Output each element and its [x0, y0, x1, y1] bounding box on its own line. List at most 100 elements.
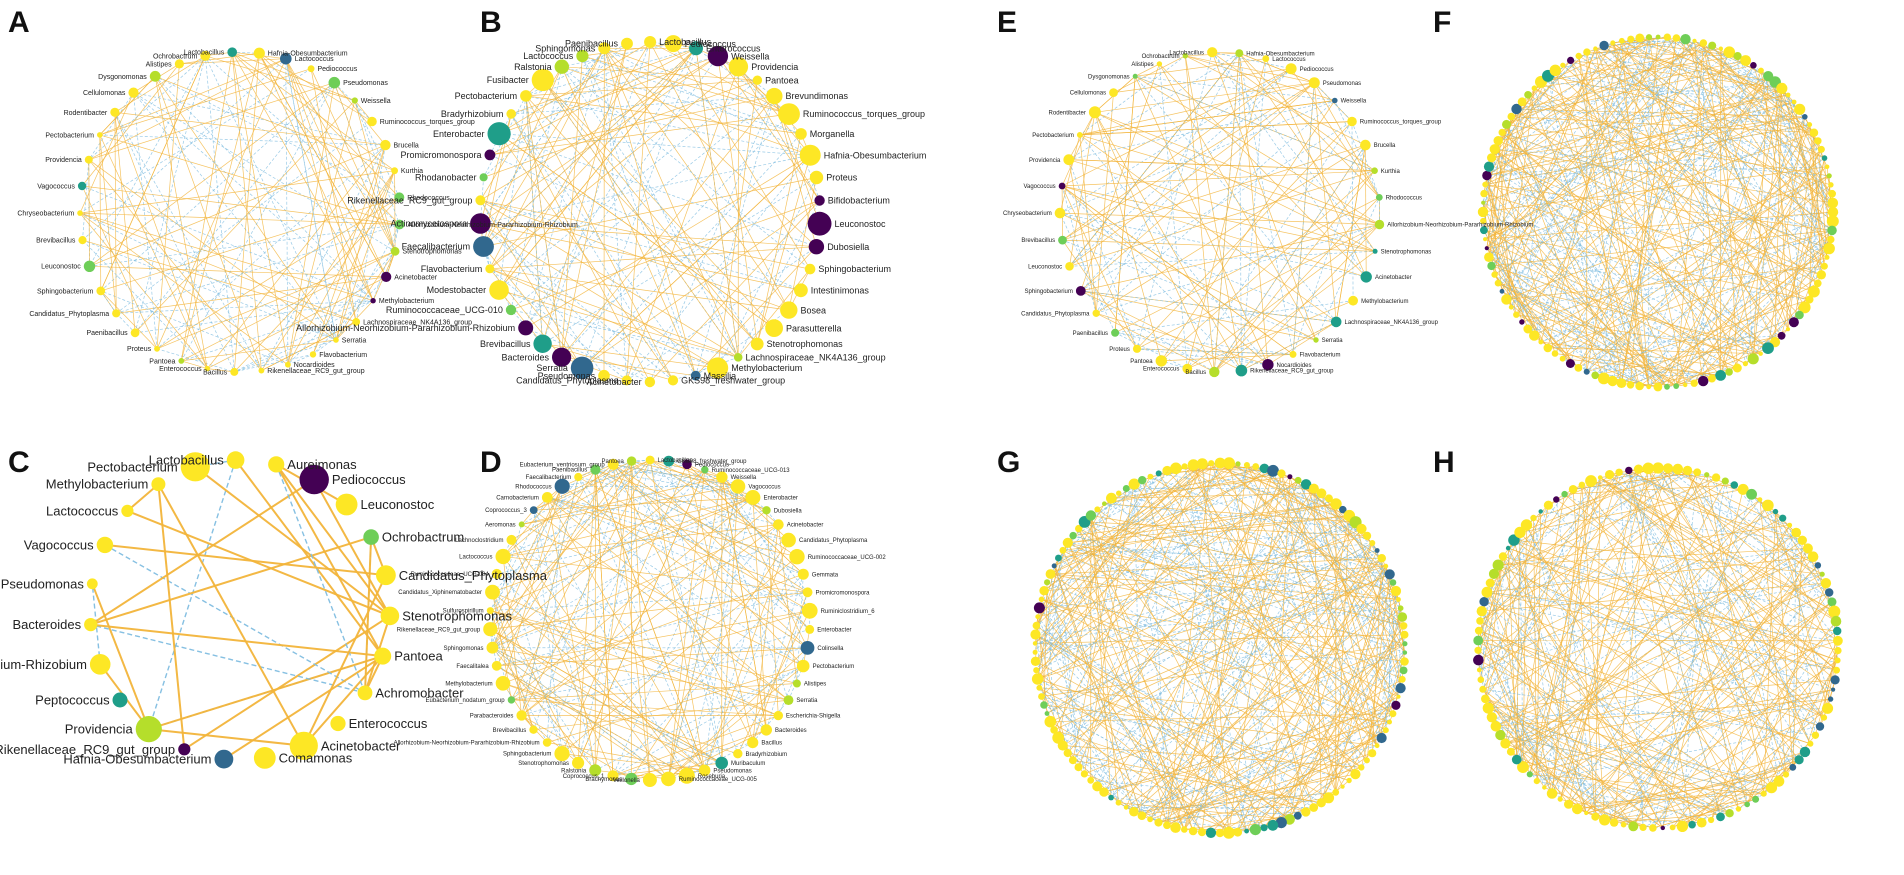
- positive-edge: [1498, 94, 1789, 142]
- network-node: [1815, 722, 1825, 731]
- network-node: [1833, 626, 1842, 636]
- negative-edge: [695, 309, 790, 376]
- network-node: [1399, 666, 1408, 675]
- network-node: [77, 181, 87, 191]
- network-node: [1827, 696, 1834, 702]
- positive-edge: [1158, 752, 1373, 823]
- positive-edge: [1062, 745, 1119, 803]
- positive-edge: [1559, 468, 1649, 800]
- negative-edge: [104, 544, 366, 694]
- negative-edge: [1237, 463, 1362, 768]
- network-node: [154, 345, 160, 352]
- node-label: Kurthia: [401, 168, 423, 175]
- positive-edge: [717, 56, 758, 345]
- network-node: [1584, 810, 1589, 816]
- positive-edge: [312, 144, 386, 355]
- positive-edge: [546, 665, 804, 743]
- network-node: [1692, 38, 1697, 44]
- network-node: [1032, 641, 1038, 646]
- positive-edge: [1161, 170, 1375, 362]
- negative-edge: [1104, 503, 1362, 530]
- positive-edge: [1604, 798, 1756, 821]
- positive-edge: [668, 477, 723, 779]
- node-label: Acinetobacter: [587, 377, 642, 387]
- network-node: [1795, 310, 1804, 320]
- positive-edge: [90, 536, 372, 626]
- positive-edge: [1485, 184, 1822, 276]
- positive-edge: [1103, 488, 1315, 793]
- network-node: [299, 464, 329, 495]
- network-node: [1802, 114, 1808, 120]
- positive-edge: [1053, 565, 1203, 833]
- network-node: [745, 490, 761, 505]
- positive-edge: [1595, 48, 1776, 83]
- network-node: [1170, 822, 1181, 833]
- negative-edge: [521, 629, 810, 716]
- negative-edge: [1495, 725, 1730, 814]
- negative-edge: [1506, 37, 1668, 300]
- negative-edge: [1053, 729, 1168, 826]
- network-node: [1538, 339, 1544, 345]
- positive-edge: [1522, 505, 1769, 768]
- positive-edge: [1094, 82, 1315, 113]
- network-node: [204, 365, 210, 372]
- network-node: [1827, 206, 1839, 218]
- node-label: Weissella: [361, 98, 391, 105]
- positive-edge: [1513, 539, 1806, 753]
- positive-edge: [1507, 548, 1518, 760]
- network-node: [1063, 154, 1075, 166]
- negative-edge: [1621, 239, 1831, 384]
- negative-edge: [1639, 65, 1754, 387]
- network-node: [1676, 820, 1689, 832]
- network-node: [1223, 457, 1235, 470]
- positive-edge: [489, 95, 775, 156]
- positive-edge: [335, 251, 396, 341]
- positive-edge: [1184, 466, 1378, 746]
- positive-edge: [155, 75, 395, 172]
- network-node: [1374, 548, 1380, 553]
- positive-edge: [498, 41, 651, 134]
- positive-edge: [1486, 175, 1668, 388]
- negative-edge: [542, 41, 651, 344]
- network-node: [1762, 342, 1774, 354]
- positive-edge: [90, 623, 383, 658]
- negative-edge: [1745, 101, 1795, 364]
- network-node: [1752, 795, 1760, 803]
- positive-edge: [547, 497, 789, 701]
- negative-edge: [1035, 634, 1336, 793]
- network-node: [1827, 225, 1837, 236]
- negative-edge: [1586, 101, 1795, 373]
- positive-edge: [492, 647, 596, 771]
- node-label: Faecalitalea: [456, 664, 489, 670]
- positive-edge: [1491, 230, 1833, 267]
- positive-edge: [1067, 515, 1350, 544]
- negative-edge: [480, 177, 484, 224]
- positive-edge: [1141, 607, 1401, 816]
- network-node: [1267, 464, 1279, 477]
- node-label: Enterobacter: [433, 129, 485, 139]
- negative-edge: [502, 556, 563, 754]
- node-label: Parasutterella: [786, 323, 842, 333]
- node-label: Ruminococcus_torques_group: [1360, 120, 1442, 126]
- network-node: [1477, 206, 1489, 218]
- positive-edge: [1094, 112, 1242, 371]
- positive-edge: [613, 464, 808, 593]
- network-node: [1672, 463, 1684, 475]
- negative-edge: [582, 55, 739, 358]
- node-label: Actinomycetospora: [391, 219, 468, 229]
- node-label: Achromobacter: [375, 685, 464, 700]
- network-node: [1050, 726, 1058, 734]
- negative-edge: [561, 43, 674, 68]
- positive-edge: [1534, 175, 1830, 336]
- positive-edge: [234, 459, 384, 657]
- node-label: Weissella: [731, 475, 757, 481]
- node-label: Pediococcus: [332, 472, 406, 487]
- network-node: [1826, 173, 1832, 179]
- positive-edge: [1133, 582, 1394, 812]
- negative-edge: [1334, 100, 1380, 198]
- positive-edge: [1478, 630, 1811, 745]
- negative-edge: [148, 459, 237, 730]
- positive-edge: [480, 223, 817, 248]
- network-node: [1215, 828, 1225, 838]
- positive-edge: [1141, 773, 1356, 817]
